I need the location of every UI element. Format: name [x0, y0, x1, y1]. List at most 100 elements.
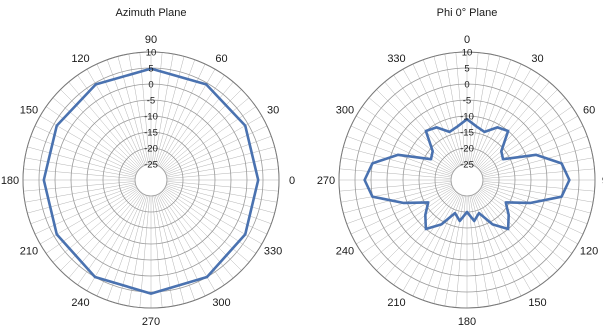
angle-tick-label: 180: [458, 316, 476, 328]
radial-gridline: [118, 147, 184, 213]
angular-gridline: [156, 59, 196, 166]
angular-gridline: [393, 192, 459, 285]
radial-gridline: [450, 163, 484, 197]
angular-gridline: [160, 81, 234, 169]
radial-gridline: [86, 115, 216, 245]
angular-gridline: [478, 189, 566, 263]
angular-gridline: [34, 186, 138, 235]
radial-gridline: [70, 99, 232, 261]
angular-gridline: [482, 168, 595, 179]
angular-gridline: [376, 190, 457, 271]
angular-gridline: [474, 193, 532, 291]
angular-gridline: [163, 106, 256, 172]
radial-tick-label: 10: [462, 48, 473, 59]
angular-gridline: [480, 187, 578, 245]
angular-gridline: [477, 89, 558, 170]
angular-gridline: [154, 56, 185, 166]
angular-gridline: [339, 181, 452, 192]
angle-tick-label: 180: [1, 175, 19, 187]
angular-gridline: [470, 194, 501, 304]
angle-tick-label: 300: [336, 105, 354, 117]
angular-gridline: [402, 69, 460, 167]
angle-tick-label: 0: [289, 175, 295, 187]
radial-tick-label: 0: [464, 80, 469, 91]
angular-gridline: [433, 194, 464, 304]
radial-tick-label: 5: [464, 64, 469, 75]
angular-gridline: [165, 183, 275, 214]
angular-gridline: [444, 53, 465, 165]
angular-gridline: [163, 188, 256, 254]
angular-gridline: [482, 181, 595, 192]
angular-gridline: [478, 97, 566, 171]
series-line: [363, 117, 571, 231]
radial-gridline: [54, 83, 248, 277]
angular-gridline: [393, 75, 459, 168]
angular-gridline: [24, 182, 136, 203]
angular-gridline: [475, 75, 541, 168]
radial-tick-label: 0: [148, 80, 153, 91]
angle-tick-label: 270: [142, 316, 160, 328]
angular-gridline: [68, 191, 142, 279]
angular-gridline: [162, 97, 250, 171]
radial-tick-label: -20: [144, 144, 158, 155]
radial-tick-label: -25: [460, 160, 474, 171]
angular-gridline: [368, 97, 456, 171]
angle-tick-label: 0: [464, 34, 470, 46]
angular-gridline: [412, 63, 461, 167]
angular-gridline: [350, 186, 454, 235]
angular-gridline: [27, 146, 137, 177]
angular-gridline: [60, 89, 141, 170]
angular-gridline: [470, 56, 501, 166]
angular-gridline: [161, 89, 242, 170]
radial-tick-label: -10: [460, 112, 474, 123]
angular-gridline: [444, 195, 465, 307]
angular-gridline: [422, 59, 462, 166]
angular-gridline: [475, 192, 541, 285]
angular-gridline: [481, 185, 588, 225]
angular-gridline: [166, 157, 278, 178]
angular-gridline: [472, 59, 512, 166]
angular-gridline: [356, 115, 454, 173]
angular-gridline: [481, 146, 591, 177]
angular-gridline: [481, 183, 591, 214]
radial-tick-label: -15: [460, 128, 474, 139]
angular-gridline: [164, 125, 268, 174]
angular-gridline: [479, 106, 572, 172]
angular-gridline: [473, 63, 522, 167]
chart-title: Phi 0° Plane: [437, 7, 498, 19]
angular-gridline: [30, 135, 137, 175]
angular-gridline: [362, 106, 455, 172]
radial-tick-label: -25: [144, 160, 158, 171]
radial-tick-label: -15: [144, 128, 158, 139]
angle-tick-label: 60: [583, 105, 595, 117]
angular-gridline: [46, 106, 139, 172]
angular-gridline: [368, 189, 456, 263]
angular-gridline: [476, 191, 550, 279]
angle-tick-label: 120: [71, 53, 89, 65]
angular-gridline: [473, 193, 522, 297]
radial-gridline: [370, 83, 564, 277]
angular-gridline: [117, 56, 148, 166]
angular-gridline: [23, 168, 136, 179]
angular-gridline: [152, 195, 163, 308]
angular-gridline: [153, 53, 174, 165]
angular-gridline: [60, 190, 141, 271]
outer-ring: [338, 51, 596, 309]
angle-tick-label: 60: [215, 53, 227, 65]
outer-ring: [22, 51, 280, 309]
radial-gridline: [402, 115, 532, 245]
angular-gridline: [340, 157, 452, 178]
angle-tick-label: 330: [387, 53, 405, 65]
angle-tick-label: 240: [71, 297, 89, 309]
angular-gridline: [469, 53, 490, 165]
angular-gridline: [477, 190, 558, 271]
angle-tick-label: 30: [267, 105, 279, 117]
angle-tick-label: 210: [20, 246, 38, 258]
angular-gridline: [356, 187, 454, 245]
angle-tick-label: 240: [336, 246, 354, 258]
angular-gridline: [106, 59, 146, 166]
angular-gridline: [480, 125, 584, 174]
angular-gridline: [384, 191, 458, 279]
angle-tick-label: 90: [602, 175, 603, 187]
